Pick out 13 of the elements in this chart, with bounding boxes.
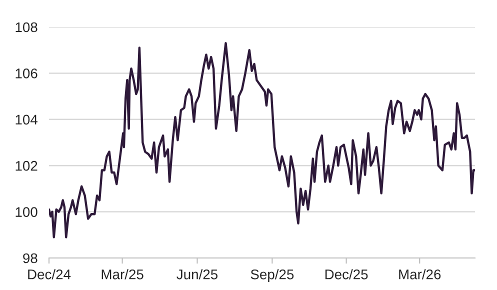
y-tick-label: 100 xyxy=(16,207,38,217)
y-tick-label: 98 xyxy=(23,253,38,264)
y-tick-label: 108 xyxy=(16,22,38,32)
x-tick-label: Dec/25 xyxy=(325,269,368,280)
x-tick-label: Jun/25 xyxy=(176,269,218,280)
line-series xyxy=(49,42,475,238)
y-tick-label: 106 xyxy=(16,68,38,78)
x-tick-label: Sep/25 xyxy=(250,269,294,282)
y-tick-label: 102 xyxy=(16,160,38,171)
x-tick-label: Mar/25 xyxy=(102,269,144,280)
x-tick-label: Mar/26 xyxy=(399,269,441,280)
y-tick-label: 104 xyxy=(16,114,38,125)
x-tick-label: Dec/24 xyxy=(28,269,71,280)
